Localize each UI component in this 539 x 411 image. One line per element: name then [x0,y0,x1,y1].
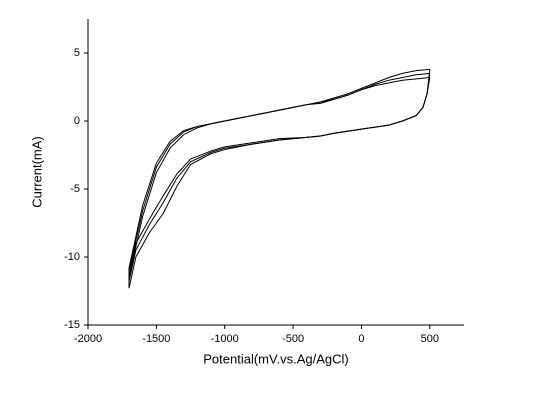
y-tick-label: 0 [74,115,80,127]
x-tick-label: -1500 [142,333,170,345]
x-tick-label: -1000 [211,333,239,345]
x-tick-label: 0 [358,333,364,345]
cv-curve [128,76,431,277]
y-tick-label: -15 [64,319,80,331]
x-tick-label: -500 [282,333,304,345]
y-axis-label: Current(mA) [29,136,44,208]
x-axis-label: Potential(mV.vs.Ag/AgCl) [203,351,348,366]
y-tick-label: 5 [74,47,80,59]
x-tick-label: 500 [421,333,439,345]
x-tick-label: -2000 [74,333,102,345]
y-tick-label: -10 [64,251,80,263]
y-tick-label: -5 [70,183,80,195]
